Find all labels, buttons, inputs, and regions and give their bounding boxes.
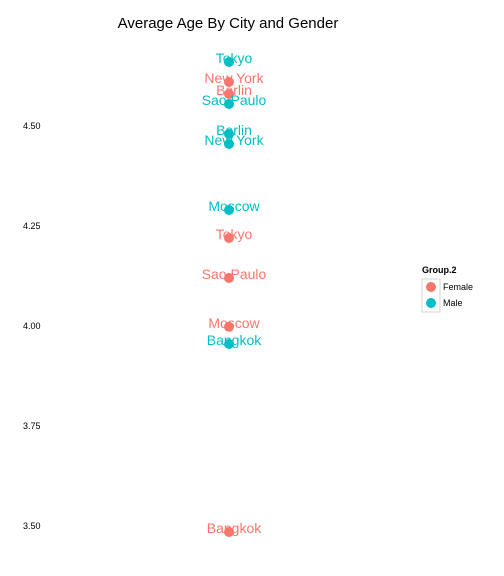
data-point <box>224 89 234 99</box>
data-point <box>224 57 234 67</box>
data-point <box>224 77 234 87</box>
data-label: Bangkok <box>207 332 262 348</box>
legend-key <box>426 282 436 292</box>
chart-title: Average Age By City and Gender <box>118 15 339 32</box>
y-axis: 3.50 3.75 4.00 4.25 4.50 <box>23 121 41 531</box>
data-point <box>224 205 234 215</box>
y-tick-label: 4.50 <box>23 121 41 131</box>
y-tick-label: 4.00 <box>23 321 41 331</box>
data-points <box>224 57 234 537</box>
data-point <box>224 339 234 349</box>
data-point <box>224 129 234 139</box>
data-label: Moscow <box>208 198 260 214</box>
legend-key <box>426 298 436 308</box>
legend-items: Female Male <box>421 278 473 313</box>
data-point <box>224 527 234 537</box>
legend-title: Group.2 <box>422 265 457 275</box>
y-tick-label: 3.75 <box>23 421 41 431</box>
legend-label: Female <box>443 282 473 292</box>
y-tick-label: 4.25 <box>23 221 41 231</box>
data-label: Berlin <box>216 122 252 138</box>
data-label: New York <box>204 132 264 148</box>
data-label: Berlin <box>216 82 252 98</box>
data-point <box>224 99 234 109</box>
data-label: Moscow <box>208 315 260 331</box>
y-tick-label: 3.50 <box>23 521 41 531</box>
data-point <box>224 233 234 243</box>
data-label: Sao Paulo <box>202 92 267 108</box>
data-label: New York <box>204 70 264 86</box>
data-label: Sao Paulo <box>202 266 267 282</box>
legend: Group.2 Female Male <box>421 265 473 313</box>
data-point <box>224 139 234 149</box>
legend-label: Male <box>443 298 463 308</box>
data-label: Tokyo <box>216 226 253 242</box>
data-point <box>224 273 234 283</box>
data-label: Tokyo <box>216 50 253 66</box>
data-label: Bangkok <box>207 520 262 536</box>
data-point <box>224 321 234 332</box>
